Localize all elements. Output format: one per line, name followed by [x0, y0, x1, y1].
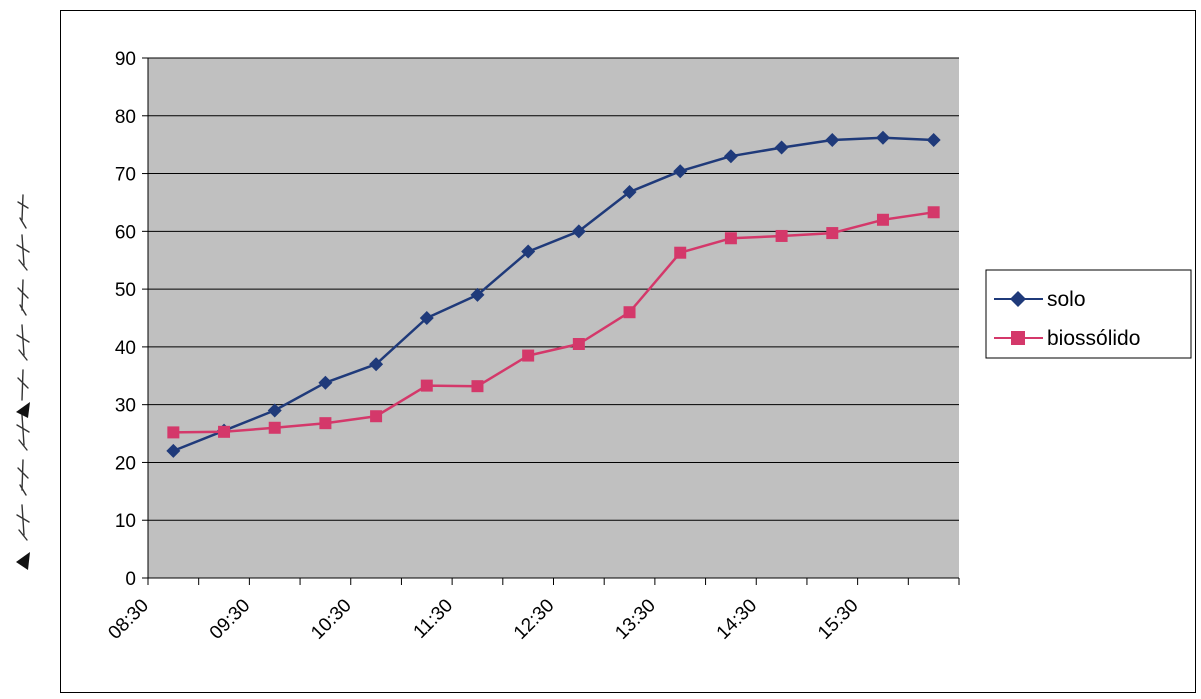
series-line-biossolido [173, 211, 934, 434]
data-point-biossolido-12 [775, 229, 788, 242]
data-point-biossolido-11 [724, 232, 737, 245]
data-point-solo-4 [369, 357, 384, 372]
x-tick-label-09:30: 09:30 [206, 595, 254, 643]
y-tick-label-10: 10 [115, 511, 136, 532]
x-tick-label-13:30: 13:30 [611, 595, 659, 643]
data-point-solo-0 [166, 443, 181, 458]
series-line-solo [172, 136, 934, 453]
data-point-solo-10 [673, 164, 688, 179]
data-point-solo-14 [875, 130, 890, 145]
x-tick-label-10:30: 10:30 [307, 595, 355, 643]
y-tick-label-80: 80 [115, 107, 136, 128]
data-point-solo-12 [774, 140, 789, 155]
data-point-biossolido-7 [522, 349, 535, 362]
data-point-biossolido-14 [876, 213, 889, 226]
line-chart: 0 10 20 30 40 50 60 70 80 90 08:30 09:30 10:30 11:30 1… [104, 49, 1192, 644]
y-tick-label-70: 70 [115, 165, 136, 186]
y-tick-label-60: 60 [115, 222, 136, 243]
data-point-biossolido-2 [268, 421, 281, 434]
y-tick-label-0: 0 [125, 569, 136, 590]
y-tick-label-30: 30 [115, 396, 136, 417]
data-point-solo-2 [267, 403, 282, 418]
x-tick-label-11:30: 11:30 [410, 595, 457, 642]
x-tick-label-15:30: 15:30 [814, 595, 862, 643]
x-tick-label-14:30: 14:30 [713, 595, 761, 643]
y-tick-label-20: 20 [115, 453, 136, 474]
data-point-solo-11 [723, 149, 738, 164]
data-point-solo-15 [926, 133, 941, 148]
data-point-solo-3 [318, 375, 333, 390]
data-point-biossolido-1 [218, 425, 231, 438]
data-point-biossolido-6 [471, 380, 484, 393]
data-point-biossolido-4 [370, 410, 383, 423]
data-point-solo-5 [419, 311, 434, 325]
data-point-solo-6 [470, 287, 485, 302]
data-point-solo-8 [571, 224, 586, 239]
series-group [166, 130, 941, 458]
y-tick-label-50: 50 [115, 280, 136, 301]
x-tick-label-08:30: 08:30 [104, 595, 152, 643]
data-point-biossolido-5 [420, 379, 433, 392]
legend-marker-solo [1010, 291, 1026, 307]
data-point-biossolido-10 [674, 246, 687, 259]
y-tick-label-40: 40 [115, 338, 136, 359]
y-tick-label-90: 90 [115, 49, 136, 70]
legend-label-solo: solo [1047, 288, 1086, 311]
data-point-solo-9 [622, 185, 637, 200]
series-biossolido [167, 206, 940, 439]
data-point-biossolido-3 [319, 417, 332, 430]
data-point-biossolido-8 [572, 338, 585, 350]
data-point-biossolido-9 [623, 306, 636, 319]
data-point-biossolido-0 [167, 426, 180, 439]
data-point-biossolido-15 [927, 206, 940, 219]
legend: solo biossólido [985, 269, 1192, 359]
legend-marker-biossolido [1011, 331, 1025, 345]
chart-area: 0 10 20 30 40 50 60 70 80 90 08:30 09:30 10:30 11:30 1… [60, 10, 1196, 693]
legend-label-biossolido: biossólido [1047, 327, 1140, 350]
plot-area [148, 58, 959, 578]
data-point-solo-13 [825, 133, 840, 148]
axes [142, 57, 960, 585]
data-point-solo-7 [521, 244, 536, 259]
data-point-biossolido-13 [826, 227, 839, 240]
margin-decoration [16, 194, 30, 570]
x-tick-label-12:30: 12:30 [510, 595, 558, 643]
